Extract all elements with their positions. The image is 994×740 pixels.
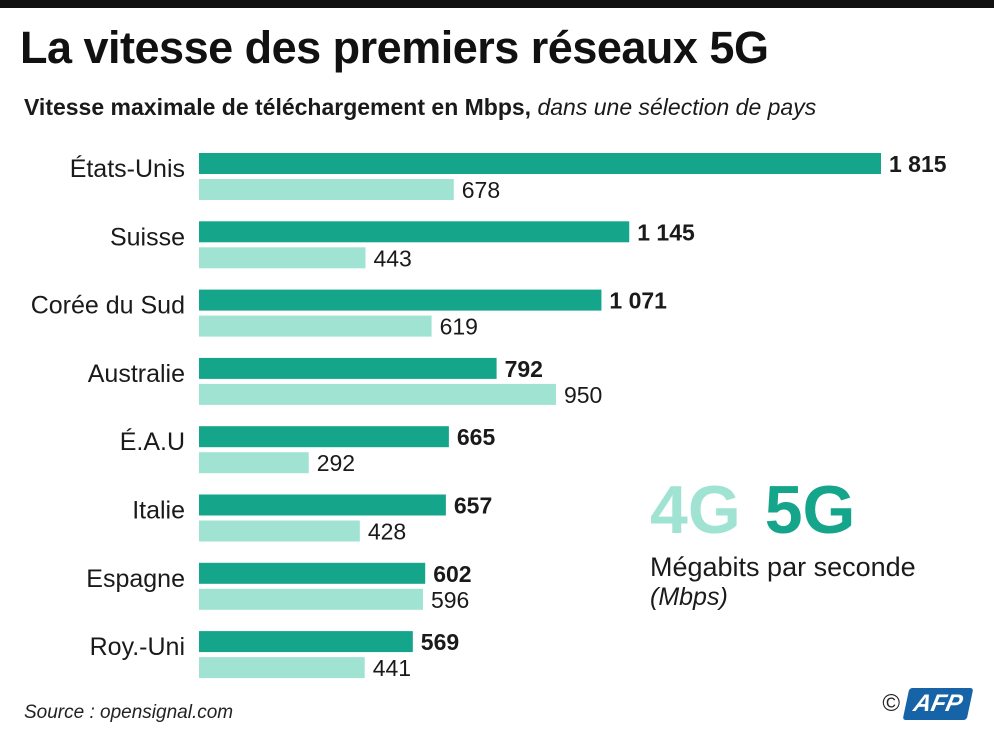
category-label-e-a-u: É.A.U — [120, 427, 185, 456]
bar-4g-e-a-u — [199, 452, 309, 474]
bar-5g-australie — [199, 357, 497, 379]
value-label-4g-suisse: 443 — [373, 245, 411, 271]
legend-5g: 5G — [764, 472, 856, 548]
bar-4g-etats-unis — [199, 179, 454, 200]
value-label-4g-coree-du-sud: 619 — [440, 314, 478, 340]
category-label-roy-uni: Roy.-Uni — [90, 633, 185, 661]
bar-5g-e-a-u — [199, 426, 449, 448]
bar-4g-espagne — [199, 588, 423, 610]
value-label-5g-italie: 657 — [454, 493, 492, 519]
bar-5g-italie — [199, 494, 446, 516]
chart-subtitle: Vitesse maximale de téléchargement en Mb… — [24, 94, 816, 121]
bar-5g-suisse — [199, 221, 630, 243]
copyright-symbol: © — [882, 690, 900, 717]
category-label-coree-du-sud: Corée du Sud — [31, 292, 185, 320]
value-label-4g-roy-uni: 441 — [373, 655, 411, 681]
value-label-5g-espagne: 602 — [433, 561, 471, 587]
legend-unit-abbr: (Mbps) — [650, 583, 728, 611]
bar-5g-etats-unis — [199, 153, 881, 174]
bar-4g-italie — [199, 520, 360, 542]
value-label-5g-roy-uni: 569 — [421, 629, 459, 655]
bar-4g-australie — [199, 383, 556, 405]
legend-unit: Mégabits par seconde — [650, 552, 916, 582]
bar-chart: États-Unis 1 815 678 Suisse 1 145 443 Corée du… — [31, 151, 947, 681]
value-label-4g-e-a-u: 292 — [317, 450, 355, 476]
subtitle-main: Vitesse maximale de téléchargement en Mb… — [24, 94, 532, 120]
bar-5g-espagne — [199, 562, 426, 584]
legend: 4G 5G Mégabits par seconde (Mbps) — [650, 470, 916, 612]
value-label-5g-australie: 792 — [505, 356, 543, 382]
top-rule — [0, 0, 994, 8]
value-label-5g-e-a-u: 665 — [457, 424, 496, 450]
chart-title: La vitesse des premiers réseaux 5G — [20, 22, 769, 73]
subtitle-note: dans une sélection de pays — [537, 94, 817, 120]
bar-5g-coree-du-sud — [199, 289, 602, 311]
category-label-suisse: Suisse — [110, 223, 185, 251]
value-label-4g-espagne: 596 — [431, 587, 469, 613]
value-label-4g-italie: 428 — [368, 519, 406, 545]
bar-5g-roy-uni — [199, 631, 413, 653]
value-label-5g-suisse: 1 145 — [637, 219, 695, 245]
bar-4g-roy-uni — [199, 657, 365, 679]
value-label-5g-coree-du-sud: 1 071 — [609, 288, 667, 314]
agency-logo: AFP — [902, 688, 974, 720]
value-label-4g-australie: 950 — [564, 382, 602, 408]
source-note: Source : opensignal.com — [24, 702, 234, 723]
credit: © AFP — [882, 688, 974, 720]
value-label-5g-etats-unis: 1 815 — [889, 151, 947, 177]
category-label-espagne: Espagne — [86, 565, 185, 593]
category-label-italie: Italie — [132, 497, 185, 525]
category-label-australie: Australie — [88, 360, 185, 388]
bar-4g-suisse — [199, 247, 366, 269]
legend-4g: 4G — [650, 472, 741, 548]
bar-4g-coree-du-sud — [199, 315, 432, 337]
value-label-4g-etats-unis: 678 — [462, 177, 500, 203]
category-label-etats-unis: États-Unis — [70, 154, 185, 183]
